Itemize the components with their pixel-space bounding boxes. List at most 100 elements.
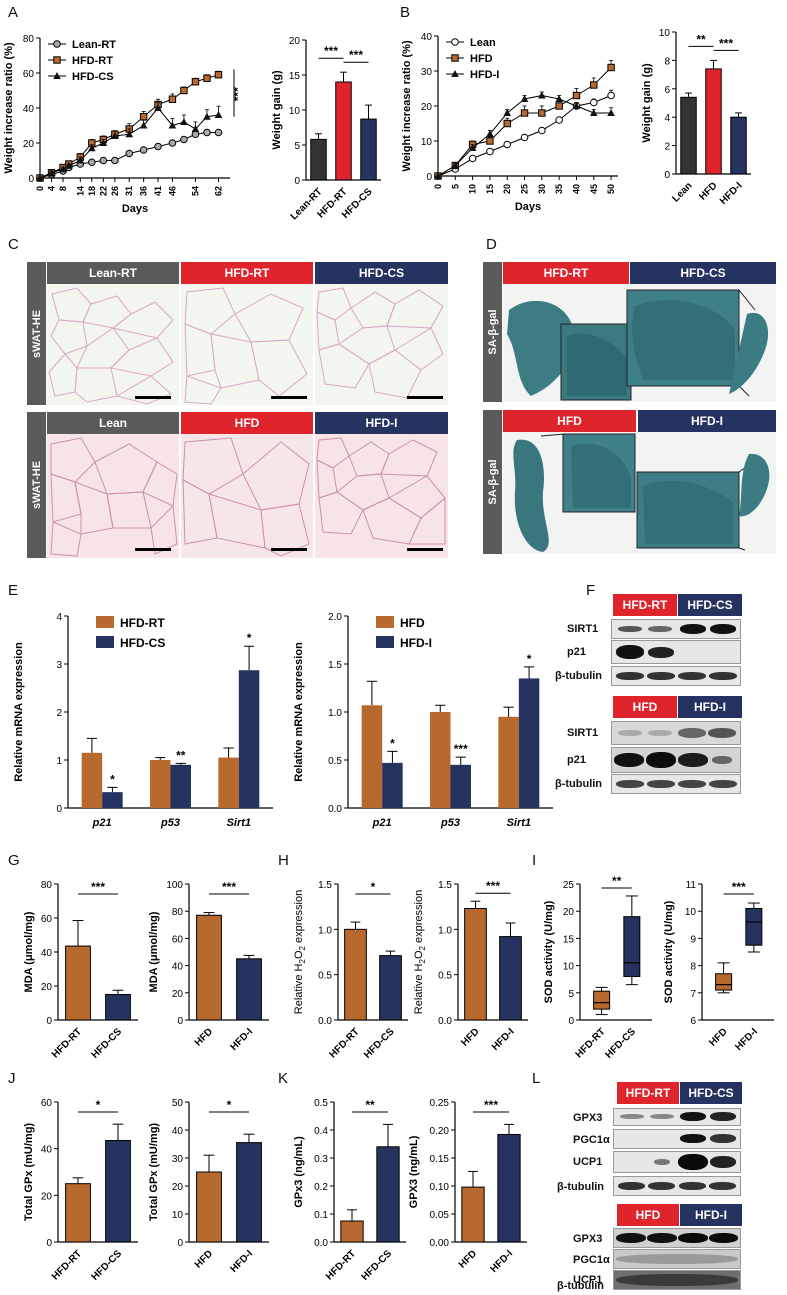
y-tick-label: 1.5 — [328, 660, 342, 671]
chart-e-mrna-rt: 0 1 2 3 4 Relative mRNA expression * p21 ** p53 * S… — [13, 612, 273, 829]
data-point-hfd-i — [555, 95, 563, 102]
bar-hfd-cs-p53 — [170, 764, 191, 808]
wb-f-strip-sirt1 — [611, 619, 741, 639]
data-point-hfd — [555, 102, 563, 110]
y-tick-label: 4 — [56, 612, 62, 623]
y-tick-label: 50 — [172, 1098, 184, 1109]
data-point-hfd-rt — [203, 74, 211, 82]
y-tick-label: 80 — [23, 34, 35, 45]
y-tick-label: 0.5 — [314, 1098, 328, 1109]
y-axis-label: Relative mRNA expression — [13, 642, 25, 782]
chart-k-gpx3-rt: 0.0 0.1 0.2 0.3 0.4 0.5 GPx3 (ng/mL) HFD-RT HFD-… — [293, 1098, 406, 1280]
data-point-lean-rt — [88, 158, 96, 167]
legend-label-hfd: HFD — [400, 616, 425, 630]
x-tick-label: HFD — [459, 1026, 481, 1048]
chart-e-mrna-i: 0.0 0.5 1.0 1.5 2.0 Relative mRNA expression *… — [293, 612, 553, 829]
y-tick-label: 0.0 — [438, 1016, 452, 1027]
significance-label: *** — [222, 880, 236, 894]
wb-l-header-hfd-rt: HFD-RT — [617, 1082, 679, 1104]
y-tick-label: 0.05 — [430, 1210, 450, 1221]
y-axis-label: MDA (μmol/mg) — [23, 911, 35, 992]
x-tick-label: HFD-I — [490, 1026, 517, 1053]
wb-l-strip-pgc1a — [613, 1129, 741, 1149]
panel-letter-i: I — [532, 852, 537, 869]
panel-letter-e: E — [8, 582, 19, 599]
legend-label-hfd-cs: HFD-CS — [120, 636, 165, 650]
y-tick-label: 6 — [664, 85, 670, 96]
x-tick-label: 15 — [485, 184, 495, 194]
wb-l-strip-pgc1a-2 — [613, 1249, 741, 1269]
histology-header-hfd-rt: HFD-RT — [181, 262, 313, 284]
bar-hfd-cs — [105, 1140, 131, 1243]
y-tick-label: 0.5 — [328, 756, 342, 767]
y-tick-label: 5 — [294, 141, 300, 152]
wb-l-header-hfd-i: HFD-I — [680, 1204, 742, 1226]
bar-hfd-p53 — [430, 712, 451, 808]
x-tick-label: p21 — [92, 817, 112, 829]
legend-label-hfd-rt: HFD-RT — [120, 616, 165, 630]
data-point-hfd-i — [572, 102, 581, 109]
y-tick-label: 11 — [686, 880, 697, 891]
histology-side-label-bottom: sWAT-HE — [27, 412, 46, 558]
bar-hfd-rt-p53 — [150, 760, 171, 808]
significance-label: *** — [349, 48, 363, 62]
data-point-lean — [607, 91, 615, 100]
histology-image-hfd-i — [315, 434, 448, 558]
panel-letter-j: J — [8, 1070, 16, 1087]
bar-lean — [680, 96, 697, 175]
y-tick-label: 0.2 — [314, 1182, 328, 1193]
bar-hfd-rt — [340, 1220, 364, 1243]
data-point-lean-rt — [168, 139, 177, 147]
y-tick-label: 10 — [289, 106, 301, 117]
x-tick-label: HFD-RT — [50, 1026, 84, 1060]
bar-hfd-i-sirt1 — [518, 678, 540, 808]
wb-l-strip-ucp1 — [613, 1151, 741, 1173]
wb-f-label-tubulin: β-tubulin — [555, 670, 603, 682]
wb-l-label-tubulin: β-tubulin — [557, 1181, 605, 1193]
x-tick-label: 30 — [537, 184, 547, 194]
histology-header-lean-rt: Lean-RT — [47, 262, 179, 284]
y-axis-label: Weight gain (g) — [271, 70, 283, 150]
bar-hfd-i — [730, 116, 747, 175]
y-tick-label: 0.0 — [314, 1238, 328, 1249]
bar-hfd-rt — [65, 945, 91, 1021]
x-tick-label: HFD-CS — [90, 1248, 125, 1280]
bar-hfd-rt-sirt1 — [218, 757, 239, 808]
data-point-lean-rt — [203, 128, 211, 137]
y-tick-label: 40 — [23, 104, 35, 115]
panel-letter-d: D — [486, 236, 497, 253]
x-tick-label: HFD — [457, 1248, 479, 1270]
chart-b-weight-ratio: 0 10 20 30 40 Weight increase ratio (%) 0 5 10 15… — [401, 32, 618, 213]
sa-gal-side-label-top: SA-β-gal — [483, 262, 502, 402]
data-point-lean-rt — [214, 128, 223, 137]
panel-letter-a: A — [8, 4, 19, 21]
legend-label-hfd-rt: HFD-RT — [72, 55, 113, 67]
panel-letter-g: G — [8, 852, 20, 869]
data-point-lean-rt — [125, 149, 134, 158]
data-point-hfd-cs — [125, 130, 134, 138]
y-tick-label: 60 — [41, 914, 53, 925]
chart-k-gpx3-i: 0.00 0.05 0.10 0.15 0.20 0.25 GPX3 (ng/mL) HFD H… — [408, 1098, 527, 1275]
x-tick-label: 0 — [433, 184, 443, 189]
series-line-hfd — [437, 67, 612, 177]
significance-label: ** — [612, 874, 622, 888]
x-tick-label: 36 — [139, 186, 149, 196]
legend-marker-lean-rt — [53, 40, 61, 48]
x-tick-label: 4 — [47, 186, 57, 191]
y-axis-label: Weight increase ratio (%) — [401, 40, 413, 172]
chart-j-gpx-rt: 0 20 40 60 Total GPx (mU/mg) HFD-RT HFD-CS * — [23, 1098, 138, 1280]
data-point-hfd-cs — [180, 118, 188, 125]
data-point-hfd-i — [503, 109, 512, 116]
data-point-lean — [589, 98, 598, 107]
y-tick-label: 20 — [172, 989, 184, 1000]
data-point-hfd-i — [434, 172, 442, 179]
sa-gal-image-top — [503, 284, 776, 402]
y-tick-label: 0.00 — [430, 1238, 450, 1249]
y-tick-label: 7 — [690, 989, 696, 1000]
y-tick-label: 0 — [294, 176, 300, 187]
histology-panel: sWAT-HE sWAT-HE Lean-RT HFD-RT HFD-CS Le… — [27, 262, 448, 558]
bar-hfd-cs — [376, 1146, 400, 1243]
chart-i-sod-i: 6 7 8 9 10 11 SOD activity (U/mg) HFD HFD-I *** — [663, 880, 774, 1053]
legend-marker-hfd — [451, 54, 459, 62]
